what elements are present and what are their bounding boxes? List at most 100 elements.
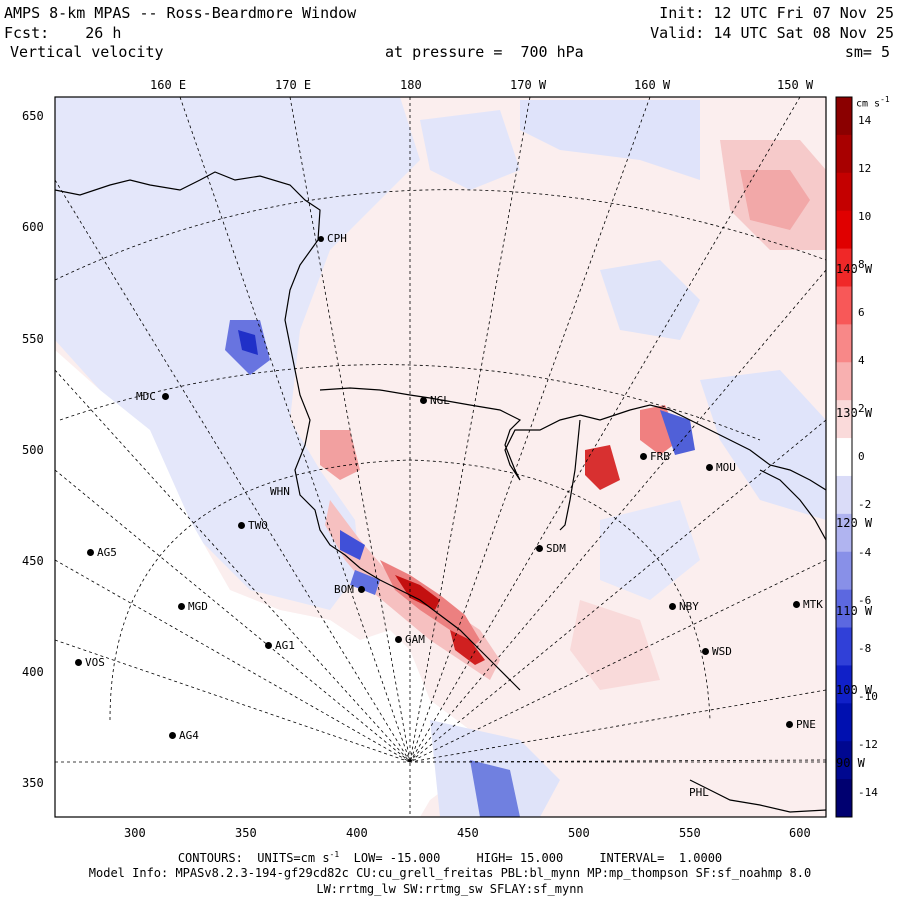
station-label: MOU — [716, 461, 736, 474]
lon-label-120w: 120 W — [836, 516, 873, 530]
contour-info: CONTOURS: UNITS=cm s-1 LOW= -15.000 HIGH… — [0, 850, 900, 865]
colorbar-swatch — [836, 741, 852, 780]
colorbar-label: 14 — [858, 114, 872, 127]
lon-label-100w: 100 W — [836, 683, 873, 697]
fcst-label: Fcst: — [4, 24, 50, 42]
station-mgd[interactable]: MGD — [178, 600, 208, 613]
station-label: CPH — [327, 232, 347, 245]
station-phl[interactable]: PHL — [689, 786, 709, 799]
station-label: AG4 — [179, 729, 199, 742]
station-cph[interactable]: CPH — [318, 232, 347, 245]
station-nby[interactable]: NBY — [669, 600, 699, 613]
model-info-2: LW:rrtmg_lw SW:rrtmg_sw SFLAY:sf_mynn — [316, 882, 584, 896]
lon-label-160w: 160 W — [634, 78, 671, 92]
fcst-value: 26 h — [85, 24, 122, 42]
colorbar-swatch — [836, 172, 852, 212]
colorbar-swatch — [836, 703, 852, 742]
colorbar-label: -8 — [858, 642, 872, 655]
colorbar-label: -10 — [858, 690, 878, 703]
init-time: Init: 12 UTC Fri 07 Nov 25 — [659, 4, 894, 22]
station-label: AG1 — [275, 639, 295, 652]
station-ag5[interactable]: AG5 — [87, 546, 117, 559]
model-info: Model Info: MPASv8.2.3-194-gf29cd82c CU:… — [88, 866, 812, 880]
y-tick-650: 650 — [22, 109, 44, 123]
colorbar-label: 6 — [858, 306, 865, 319]
y-tick-400: 400 — [22, 665, 44, 679]
colorbar-label: 0 — [858, 450, 865, 463]
station-label: MTK — [803, 598, 823, 611]
colorbar-swatch — [836, 475, 852, 515]
coastline — [55, 171, 826, 813]
field-name: Vertical velocity — [10, 43, 164, 61]
lon-label-140w: 140 W — [836, 262, 873, 276]
station-label: VOS — [85, 656, 105, 669]
station-sdm[interactable]: SDM — [536, 542, 566, 555]
x-tick-450: 450 — [457, 826, 479, 840]
station-label: NBY — [679, 600, 699, 613]
interval-label: INTERVAL= — [599, 851, 665, 865]
station-mdc[interactable]: MDC — [136, 390, 169, 403]
map-title: AMPS 8-km MPAS -- Ross-Beardmore Window — [4, 4, 357, 22]
level-value: 700 hPa — [520, 43, 584, 61]
lon-label-160e: 160 E — [150, 78, 187, 92]
station-gam[interactable]: GAM — [395, 633, 425, 646]
station-mtk[interactable]: MTK — [793, 598, 823, 611]
station-label: FRB — [650, 450, 670, 463]
low-value: -15.000 — [389, 851, 441, 865]
colorbar-label: 12 — [858, 162, 872, 175]
y-tick-450: 450 — [22, 554, 44, 568]
colorbar-label: 2 — [858, 402, 865, 415]
colorbar-swatch — [836, 513, 852, 553]
station-pne[interactable]: PNE — [786, 718, 816, 731]
station-two[interactable]: TWO — [238, 519, 268, 532]
plot-frame — [54, 96, 827, 818]
lon-label-150w: 150 W — [777, 78, 814, 92]
colorbar-swatch — [836, 779, 852, 818]
colorbar-label: -6 — [858, 594, 872, 607]
station-vos[interactable]: VOS — [75, 656, 105, 669]
colorbar-swatch — [836, 362, 852, 401]
colorbar-swatch — [836, 589, 852, 629]
station-whn[interactable]: WHN — [270, 485, 290, 498]
station-ag1[interactable]: AG1 — [265, 639, 295, 652]
colorbar-swatch — [836, 210, 852, 250]
y-tick-550: 550 — [22, 332, 44, 346]
map-field — [55, 97, 826, 817]
x-tick-550: 550 — [679, 826, 701, 840]
lon-label-90w: 90 W — [836, 756, 865, 770]
colorbar-label: -14 — [858, 786, 878, 799]
station-label: MGD — [188, 600, 208, 613]
station-label: NGL — [430, 394, 450, 407]
lon-label-180: 180 — [400, 78, 422, 92]
colorbar-label: 8 — [858, 258, 865, 271]
station-mou[interactable]: MOU — [706, 461, 736, 474]
colorbar-units: cm s-1 — [856, 95, 890, 109]
station-ag4[interactable]: AG4 — [169, 729, 199, 742]
colorbar-swatch — [836, 400, 852, 439]
x-tick-500: 500 — [568, 826, 590, 840]
colorbar-units-text: cm s — [856, 98, 881, 110]
station-bom[interactable]: BOM — [334, 583, 365, 596]
station-label: AG5 — [97, 546, 117, 559]
station-label: TWO — [248, 519, 268, 532]
y-tick-500: 500 — [22, 443, 44, 457]
lon-label-170e: 170 E — [275, 78, 312, 92]
units-exp: -1 — [329, 850, 340, 859]
colorbar-swatch — [836, 286, 852, 325]
colorbar-swatch — [836, 551, 852, 591]
station-label: WSD — [712, 645, 732, 658]
high-value: 15.000 — [519, 851, 564, 865]
lon-label-170w: 170 W — [510, 78, 547, 92]
station-frb[interactable]: FRB — [640, 450, 670, 463]
station-label: PHL — [689, 786, 709, 799]
y-tick-350: 350 — [22, 776, 44, 790]
station-ngl[interactable]: NGL — [420, 394, 450, 407]
level-prefix: at pressure = — [385, 43, 503, 61]
station-wsd[interactable]: WSD — [702, 645, 732, 658]
colorbar-swatch — [836, 248, 852, 287]
colorbar-label: -12 — [858, 738, 878, 751]
colorbar-label: -2 — [858, 498, 872, 511]
station-label: GAM — [405, 633, 425, 646]
high-label: HIGH= — [476, 851, 513, 865]
